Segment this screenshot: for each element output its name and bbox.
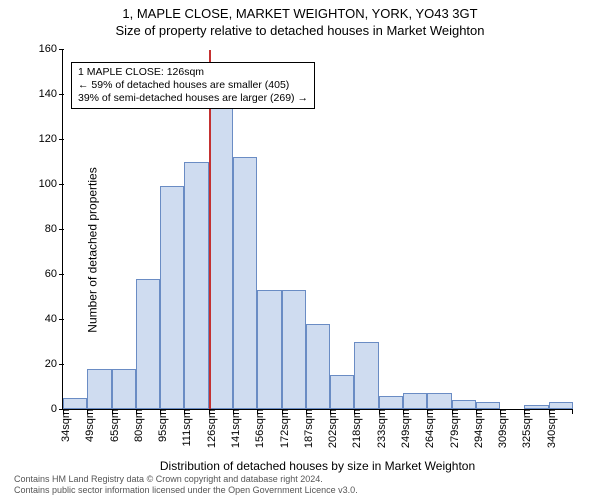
x-tick: 340sqm	[540, 409, 558, 448]
x-tick-mark	[572, 409, 573, 414]
histogram-bar	[209, 105, 233, 409]
histogram-bar	[452, 400, 476, 409]
histogram-bar	[427, 393, 451, 409]
histogram-bar	[160, 186, 184, 409]
x-tick: 309sqm	[491, 409, 509, 448]
y-tick: 40	[45, 313, 63, 325]
histogram-bar	[282, 290, 306, 409]
histogram-bar	[354, 342, 378, 410]
histogram-bar	[233, 157, 257, 409]
histogram-bar	[63, 398, 87, 409]
y-tick: 160	[39, 43, 63, 55]
histogram-bar	[379, 396, 403, 410]
histogram-bar	[112, 369, 136, 410]
x-tick: 80sqm	[127, 409, 145, 442]
y-tick: 80	[45, 223, 63, 235]
histogram-bar	[476, 402, 500, 409]
plot-area: Distribution of detached houses by size …	[62, 50, 572, 410]
x-tick: 126sqm	[200, 409, 218, 448]
chart-title: 1, MAPLE CLOSE, MARKET WEIGHTON, YORK, Y…	[0, 0, 600, 23]
y-tick: 100	[39, 178, 63, 190]
x-tick: 65sqm	[103, 409, 121, 442]
histogram-bar	[87, 369, 111, 410]
footer-line-1: Contains HM Land Registry data © Crown c…	[14, 474, 590, 485]
x-tick: 111sqm	[175, 409, 193, 447]
histogram-bar	[136, 279, 160, 410]
y-tick: 140	[39, 88, 63, 100]
x-tick: 279sqm	[443, 409, 461, 448]
x-axis-label: Distribution of detached houses by size …	[63, 459, 572, 473]
y-tick: 60	[45, 268, 63, 280]
histogram-bar	[549, 402, 573, 409]
annotation-line-1: 1 MAPLE CLOSE: 126sqm	[78, 66, 308, 79]
histogram-bar	[330, 375, 354, 409]
y-tick: 20	[45, 358, 63, 370]
x-tick: 172sqm	[273, 409, 291, 448]
x-tick: 233sqm	[370, 409, 388, 448]
histogram-bar	[403, 393, 427, 409]
x-tick: 49sqm	[78, 409, 96, 442]
x-tick: 141sqm	[224, 409, 242, 448]
footer-attribution: Contains HM Land Registry data © Crown c…	[14, 474, 590, 497]
x-tick: 187sqm	[297, 409, 315, 448]
histogram-bar	[257, 290, 281, 409]
annotation-line-2: ← 59% of detached houses are smaller (40…	[78, 79, 308, 92]
x-tick: 325sqm	[515, 409, 533, 448]
y-tick: 120	[39, 133, 63, 145]
histogram-bar	[184, 162, 208, 410]
x-tick: 294sqm	[467, 409, 485, 448]
chart-subtitle: Size of property relative to detached ho…	[0, 23, 600, 40]
annotation-line-3: 39% of semi-detached houses are larger (…	[78, 92, 308, 105]
x-tick: 95sqm	[151, 409, 169, 442]
footer-line-2: Contains public sector information licen…	[14, 485, 590, 496]
x-tick: 264sqm	[418, 409, 436, 448]
x-tick: 156sqm	[248, 409, 266, 448]
x-tick: 34sqm	[54, 409, 72, 442]
x-tick: 249sqm	[394, 409, 412, 448]
histogram-bar	[306, 324, 330, 410]
x-tick: 218sqm	[345, 409, 363, 448]
annotation-box: 1 MAPLE CLOSE: 126sqm ← 59% of detached …	[71, 62, 315, 109]
x-tick: 202sqm	[321, 409, 339, 448]
